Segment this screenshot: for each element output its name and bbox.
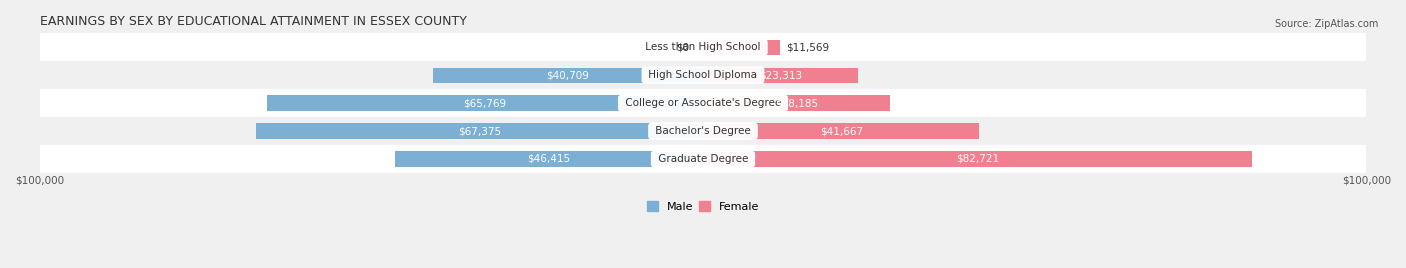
Text: $82,721: $82,721	[956, 154, 1000, 164]
Bar	[39, 61, 1367, 89]
Text: Bachelor's Degree: Bachelor's Degree	[652, 126, 754, 136]
Text: $0: $0	[676, 42, 690, 52]
Text: $40,709: $40,709	[547, 70, 589, 80]
Legend: Male, Female: Male, Female	[643, 196, 763, 216]
Text: $65,769: $65,769	[463, 98, 506, 108]
Text: $46,415: $46,415	[527, 154, 571, 164]
Text: EARNINGS BY SEX BY EDUCATIONAL ATTAINMENT IN ESSEX COUNTY: EARNINGS BY SEX BY EDUCATIONAL ATTAINMEN…	[39, 15, 467, 28]
Bar	[703, 151, 1251, 167]
Bar	[703, 68, 858, 83]
Text: College or Associate's Degree: College or Associate's Degree	[621, 98, 785, 108]
Bar	[703, 123, 980, 139]
Bar	[39, 117, 1367, 145]
Bar	[703, 95, 890, 111]
Bar	[256, 123, 703, 139]
Text: High School Diploma: High School Diploma	[645, 70, 761, 80]
Bar	[267, 95, 703, 111]
Text: $41,667: $41,667	[820, 126, 863, 136]
Text: $11,569: $11,569	[786, 42, 830, 52]
Bar	[433, 68, 703, 83]
Text: Less than High School: Less than High School	[643, 42, 763, 52]
Bar	[39, 145, 1367, 173]
Text: Source: ZipAtlas.com: Source: ZipAtlas.com	[1274, 19, 1378, 29]
Bar	[39, 33, 1367, 61]
Bar	[39, 89, 1367, 117]
Text: $67,375: $67,375	[458, 126, 501, 136]
Text: $28,185: $28,185	[775, 98, 818, 108]
Text: $23,313: $23,313	[759, 70, 801, 80]
Bar	[703, 40, 780, 55]
Bar	[395, 151, 703, 167]
Text: Graduate Degree: Graduate Degree	[655, 154, 751, 164]
